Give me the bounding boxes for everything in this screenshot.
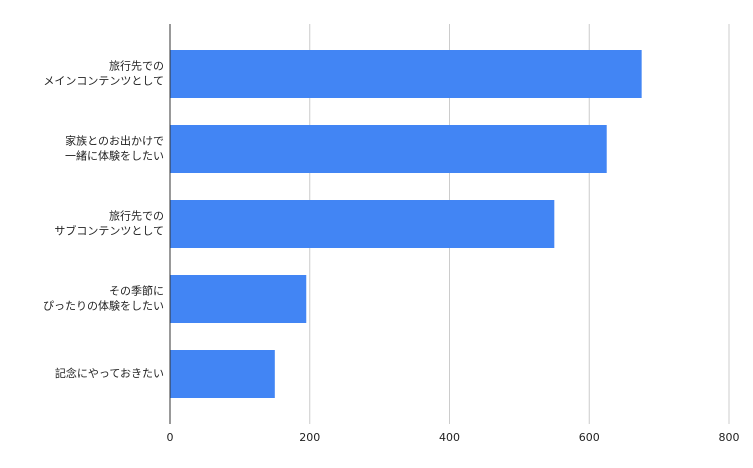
y-tick-label: 家族とのお出かけで — [65, 134, 164, 148]
y-tick-label: メインコンテンツとして — [43, 75, 164, 88]
y-tick-label: 記念にやっておきたい — [55, 366, 164, 380]
bar — [170, 275, 307, 323]
bar — [170, 50, 642, 98]
x-tick-label: 600 — [579, 431, 600, 444]
bar — [170, 125, 607, 173]
y-tick-label: サブコンテンツとして — [54, 224, 164, 238]
x-tick-label: 800 — [719, 431, 740, 444]
bar — [170, 200, 555, 248]
x-tick-label: 200 — [299, 431, 320, 444]
x-tick-label: 400 — [439, 431, 460, 444]
y-tick-label: 旅行先での — [109, 59, 164, 73]
x-tick-label: 0 — [167, 431, 174, 444]
y-tick-label: その季節に — [109, 284, 164, 298]
y-tick-label: ぴったりの体験をしたい — [43, 299, 164, 313]
y-tick-label: 旅行先での — [109, 209, 164, 223]
bar — [170, 350, 275, 398]
y-tick-label: 一緒に体験をしたい — [65, 149, 164, 163]
